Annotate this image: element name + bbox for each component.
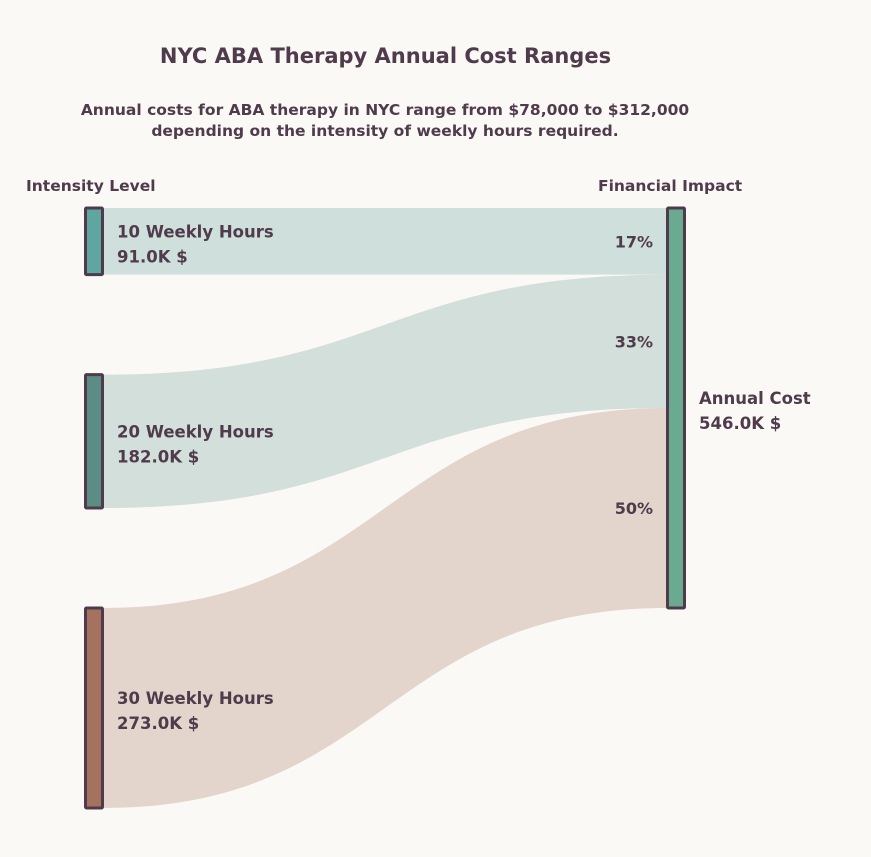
link-3 bbox=[102, 408, 668, 808]
labels: 10 Weekly Hours 91.0K $ 17% 20 Weekly Hours… bbox=[117, 222, 811, 733]
source-name-label: 20 Weekly Hours bbox=[117, 422, 274, 441]
source-node-1 bbox=[84, 206, 104, 277]
share-label: 50% bbox=[615, 499, 653, 518]
link-1 bbox=[102, 208, 668, 275]
source-name-label: 10 Weekly Hours bbox=[117, 222, 274, 241]
source-name-label: 30 Weekly Hours bbox=[117, 689, 274, 708]
right-column-header: Financial Impact bbox=[598, 177, 743, 195]
nodes bbox=[84, 206, 686, 810]
source-node-3 bbox=[84, 606, 104, 810]
links bbox=[102, 208, 668, 808]
source-node-2 bbox=[84, 373, 104, 510]
target-name-label: Annual Cost bbox=[699, 389, 811, 408]
chart-subtitle: Annual costs for ABA therapy in NYC rang… bbox=[80, 101, 690, 140]
share-label: 17% bbox=[615, 232, 653, 251]
share-label: 33% bbox=[615, 332, 653, 351]
left-column-header: Intensity Level bbox=[26, 177, 156, 195]
link-2 bbox=[102, 274, 668, 508]
chart-title: NYC ABA Therapy Annual Cost Ranges bbox=[159, 44, 612, 68]
target-value-label: 546.0K $ bbox=[699, 414, 781, 433]
source-value-label: 273.0K $ bbox=[117, 714, 199, 733]
source-value-label: 182.0K $ bbox=[117, 447, 199, 466]
target-node bbox=[666, 206, 686, 610]
source-value-label: 91.0K $ bbox=[117, 247, 188, 266]
